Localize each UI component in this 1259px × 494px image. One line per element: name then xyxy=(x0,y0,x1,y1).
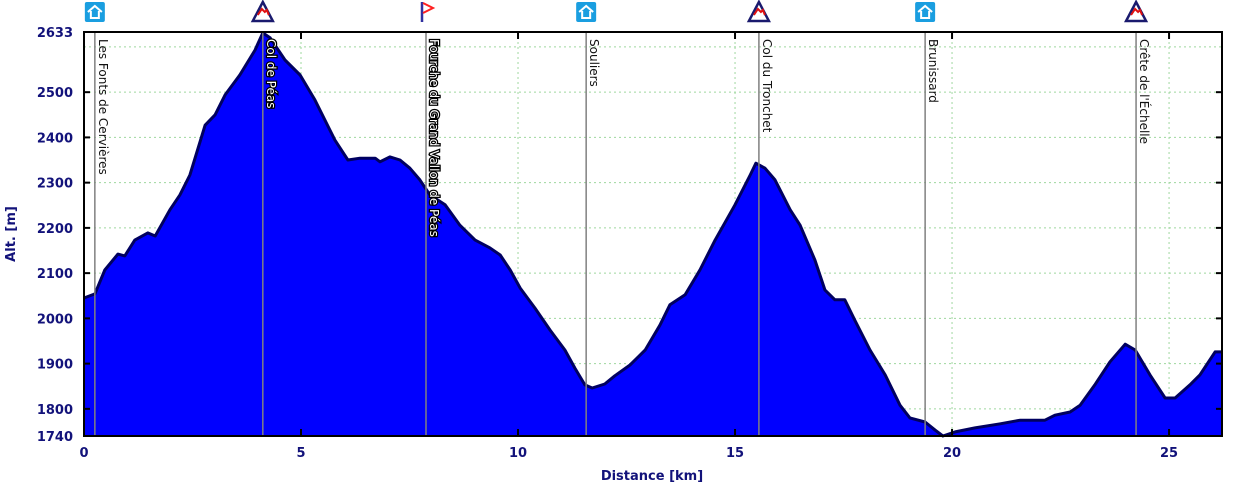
y-axis-label: Alt. [m] xyxy=(4,206,19,262)
waypoint-label: Col de Péas xyxy=(264,39,278,108)
x-tick-label: 0 xyxy=(79,446,88,461)
y-tick-label: 2100 xyxy=(37,267,73,282)
hut-icon-house xyxy=(578,4,594,19)
y-tick-label: 2633 xyxy=(37,26,73,41)
hut-icon xyxy=(915,2,936,22)
elevation-area xyxy=(84,32,1222,437)
y-tick-label: 1900 xyxy=(37,358,73,373)
waypoint-icons xyxy=(84,0,1149,23)
y-tick-label: 2400 xyxy=(37,131,73,146)
pass-icon-triangle xyxy=(746,0,771,23)
hut-icon-house xyxy=(917,4,933,19)
waypoint-label: Souliers xyxy=(587,39,601,87)
x-axis-label: Distance [km] xyxy=(601,469,703,484)
waypoint-label: Crête de l'Échelle xyxy=(1137,39,1152,144)
plot-frame xyxy=(83,31,1223,437)
pass-icon xyxy=(1123,0,1149,23)
hut-icon xyxy=(576,2,597,22)
y-tick-label: 2300 xyxy=(37,177,73,192)
y-tick-label: 2500 xyxy=(37,86,73,101)
waypoint-label: Brunissard xyxy=(926,39,940,103)
flag-icon-flag xyxy=(422,2,436,14)
pass-icon-triangle xyxy=(1123,0,1149,23)
pass-icon-peak xyxy=(753,7,766,16)
y-tick-label: 1800 xyxy=(37,403,73,418)
hut-icon-house xyxy=(87,4,103,19)
pass-icon xyxy=(746,0,771,23)
x-tick-label: 10 xyxy=(509,446,527,461)
y-tick-label: 2000 xyxy=(37,312,73,327)
pass-icon xyxy=(250,0,275,23)
x-tick-label: 25 xyxy=(1160,446,1178,461)
pass-icon-peak xyxy=(256,7,270,16)
waypoint-markers: Les Fonts de Cervières Col de Péas Fourche… xyxy=(94,32,1152,436)
x-tick-label: 20 xyxy=(943,446,961,461)
waypoint-label: Col du Tronchet xyxy=(760,39,774,133)
hut-icon xyxy=(84,2,105,22)
flag-icon xyxy=(420,2,436,22)
pass-icon-peak xyxy=(1130,7,1143,16)
axis-ticks: 0 5 10 15 20 25 2633 2500 2400 2300 2200 2100 2000 19… xyxy=(37,26,1222,461)
waypoint-label: Fourche du Grand Vallon de Péas xyxy=(427,39,441,237)
pass-icon-triangle xyxy=(250,0,275,23)
x-tick-label: 15 xyxy=(726,446,744,461)
y-tick-label: 2200 xyxy=(37,222,73,237)
waypoint-label: Les Fonts de Cervières xyxy=(96,39,110,175)
x-tick-label: 5 xyxy=(296,446,305,461)
y-tick-label: 1740 xyxy=(37,430,73,445)
elevation-line xyxy=(83,31,1222,438)
